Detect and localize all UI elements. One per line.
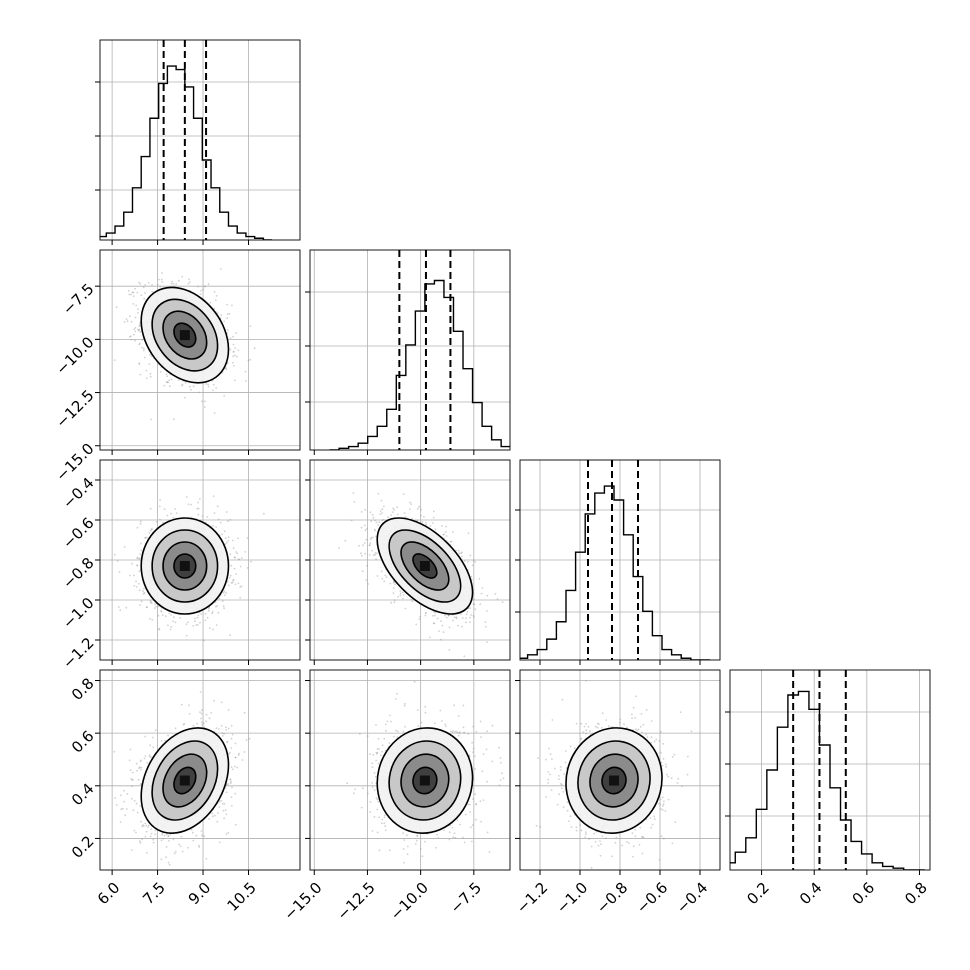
axes-frame [309,669,511,871]
axes-frame [99,669,301,871]
hist-panel-2 [515,459,721,665]
density-peak [179,330,190,341]
density-peak [419,561,430,571]
histogram-step [520,485,710,660]
grid [730,670,930,870]
grid [100,40,300,240]
axes-frame [99,39,301,241]
density-peak [179,561,190,571]
histogram-step [100,65,273,240]
scatter-panel-2-1 [305,459,511,665]
grid [520,460,720,660]
density-peak [609,775,619,786]
density-peak [419,775,430,786]
axes-frame [309,249,511,451]
histogram-step [730,690,925,870]
density-peak [179,775,190,786]
scatter-panel-3-2: −1.2 −1.0 −0.8 −0.6 −0.4 [513,669,721,917]
hist-panel-1 [305,249,511,455]
hist-panel-0 [95,39,301,245]
axes-frame [99,249,301,451]
histogram-step [329,279,510,450]
axes-frame [729,669,931,871]
